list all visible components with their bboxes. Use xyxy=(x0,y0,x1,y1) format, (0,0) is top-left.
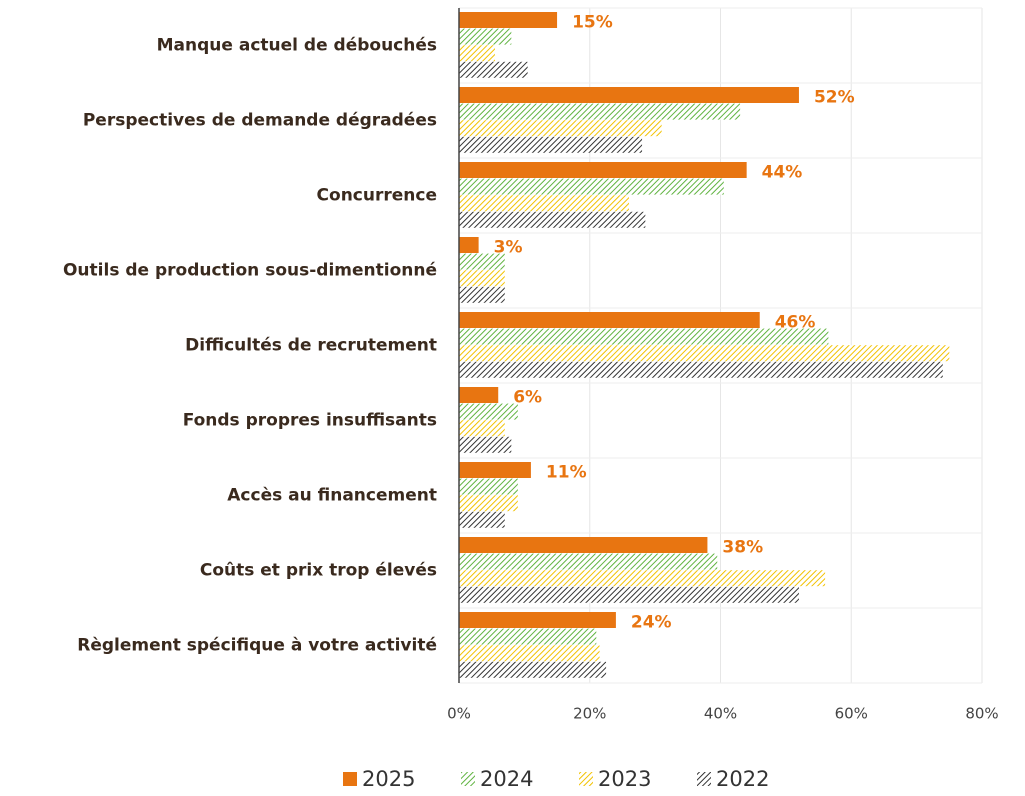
legend-marker xyxy=(579,772,593,786)
value-label: 6% xyxy=(513,387,542,407)
bar xyxy=(459,270,505,287)
value-label: 44% xyxy=(762,162,803,182)
legend-label: 2024 xyxy=(480,767,533,791)
value-label: 3% xyxy=(494,237,523,257)
x-tick-label: 80% xyxy=(965,705,998,723)
bar xyxy=(459,537,708,553)
bar xyxy=(459,61,528,78)
bar xyxy=(459,211,646,228)
legend-marker xyxy=(343,772,357,786)
bar xyxy=(459,511,505,528)
bar xyxy=(459,495,518,512)
bar xyxy=(459,478,518,495)
value-label: 38% xyxy=(722,537,763,557)
category-label: Manque actuel de débouchés xyxy=(157,36,437,56)
category-label: Coûts et prix trop élevés xyxy=(200,561,437,581)
category-label: Perspectives de demande dégradées xyxy=(83,111,437,131)
category-label: Difficultés de recrutement xyxy=(185,336,437,356)
x-tick-label: 20% xyxy=(573,705,606,723)
bar xyxy=(459,570,826,587)
bar xyxy=(459,162,747,178)
value-label: 52% xyxy=(814,87,855,107)
bar xyxy=(459,645,600,662)
bar xyxy=(459,136,643,153)
category-label: Fonds propres insuffisants xyxy=(183,411,437,431)
value-label: 15% xyxy=(572,12,613,32)
category-label: Accès au financement xyxy=(227,486,437,506)
bar xyxy=(459,420,505,437)
bar xyxy=(459,312,760,328)
bar xyxy=(459,361,943,378)
bar xyxy=(459,328,829,345)
bar xyxy=(459,345,950,362)
bar xyxy=(459,237,479,253)
bar xyxy=(459,403,518,420)
bar xyxy=(459,661,607,678)
category-label: Concurrence xyxy=(317,186,437,206)
bar xyxy=(459,12,558,28)
bar xyxy=(459,553,718,570)
bar xyxy=(459,436,512,453)
bar xyxy=(459,286,505,303)
value-label: 46% xyxy=(775,312,816,332)
bar xyxy=(459,586,799,603)
category-label: Outils de production sous-dimentionné xyxy=(63,261,437,281)
x-tick-label: 0% xyxy=(447,705,471,723)
legend-label: 2025 xyxy=(362,767,415,791)
bar xyxy=(459,462,531,478)
bar xyxy=(459,628,597,645)
bar xyxy=(459,387,499,403)
legend-marker xyxy=(697,772,711,786)
value-label: 11% xyxy=(546,462,587,482)
bar xyxy=(459,45,495,62)
x-tick-label: 60% xyxy=(835,705,868,723)
bar xyxy=(459,195,629,212)
bar xyxy=(459,612,616,628)
bar xyxy=(459,120,662,137)
bar xyxy=(459,253,505,270)
value-label: 24% xyxy=(631,612,672,632)
category-label: Règlement spécifique à votre activité xyxy=(77,636,437,656)
bar xyxy=(459,103,741,120)
legend-label: 2022 xyxy=(716,767,769,791)
x-tick-label: 40% xyxy=(704,705,737,723)
bar xyxy=(459,178,724,195)
bar xyxy=(459,87,799,103)
legend-marker xyxy=(461,772,475,786)
legend-label: 2023 xyxy=(598,767,651,791)
bar xyxy=(459,28,512,45)
